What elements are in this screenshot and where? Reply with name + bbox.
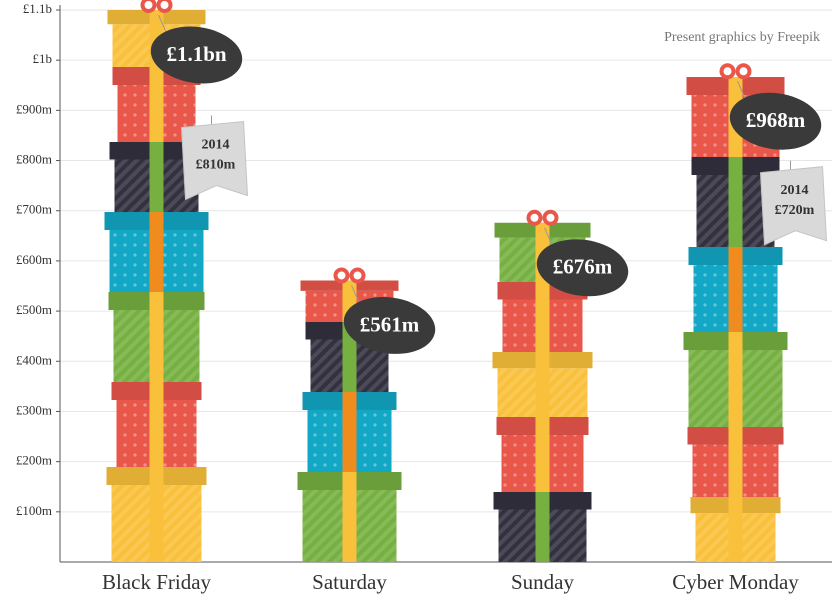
gift-stack	[683, 63, 788, 562]
bow	[735, 63, 752, 80]
gift-ribbon	[149, 467, 164, 562]
bow	[542, 209, 559, 226]
y-tick-label: £900m	[16, 101, 52, 116]
y-tick-label: £1b	[33, 51, 53, 66]
previous-name: 2014	[202, 138, 230, 153]
previous-flag	[180, 120, 249, 201]
previous-name: 2014	[781, 183, 809, 198]
x-tick-label: Sunday	[511, 570, 575, 594]
bow	[526, 209, 543, 226]
gift-ribbon	[728, 497, 743, 562]
gift-ribbon	[728, 247, 743, 332]
value-label: £968m	[746, 108, 806, 132]
gift-ribbon	[535, 492, 550, 562]
tag-string	[158, 14, 167, 34]
value-tag	[729, 92, 822, 150]
previous-label: £720m	[775, 203, 815, 218]
bow	[140, 0, 157, 13]
gift-ribbon	[149, 67, 164, 142]
tag-string	[737, 81, 746, 100]
gift-ribbon	[728, 157, 743, 247]
x-tick-label: Cyber Monday	[672, 570, 799, 594]
y-tick-label: £300m	[16, 402, 52, 417]
tag-string	[544, 227, 553, 246]
tag-string	[351, 285, 360, 304]
bow	[349, 267, 366, 284]
y-tick-label: £600m	[16, 252, 52, 267]
value-label: £561m	[360, 312, 420, 336]
y-tick-label: £100m	[16, 503, 52, 518]
y-tick-label: £800m	[16, 152, 52, 167]
gift-ribbon	[149, 292, 164, 382]
gift-stack	[104, 0, 209, 562]
x-tick-label: Saturday	[312, 570, 387, 594]
gift-ribbon	[342, 472, 357, 562]
previous-label: £810m	[196, 158, 236, 173]
y-tick-label: £400m	[16, 352, 52, 367]
gift-ribbon	[728, 332, 743, 427]
gift-ribbon	[535, 417, 550, 492]
bow	[333, 267, 350, 284]
y-tick-label: £500m	[16, 302, 52, 317]
x-tick-label: Black Friday	[102, 570, 212, 594]
gift-ribbon	[342, 322, 357, 392]
y-tick-label: £1.1b	[23, 1, 52, 16]
value-label: £1.1bn	[166, 42, 226, 66]
gift-ribbon	[149, 142, 164, 212]
gift-ribbon	[149, 382, 164, 467]
previous-flag	[759, 166, 828, 246]
bow	[156, 0, 173, 13]
value-tag	[150, 26, 243, 84]
credit: Present graphics by Freepik	[664, 30, 820, 45]
gift-ribbon	[149, 212, 164, 292]
y-tick-label: £700m	[16, 202, 52, 217]
bow	[719, 63, 736, 80]
gift-ribbon	[535, 282, 550, 352]
gift-stack	[492, 209, 593, 562]
value-label: £676m	[553, 255, 613, 279]
y-tick-label: £200m	[16, 453, 52, 468]
gift-ribbon	[342, 392, 357, 472]
gift-ribbon	[535, 352, 550, 417]
value-tag	[343, 297, 436, 354]
gift-ribbon	[728, 427, 743, 497]
value-tag	[536, 239, 629, 297]
